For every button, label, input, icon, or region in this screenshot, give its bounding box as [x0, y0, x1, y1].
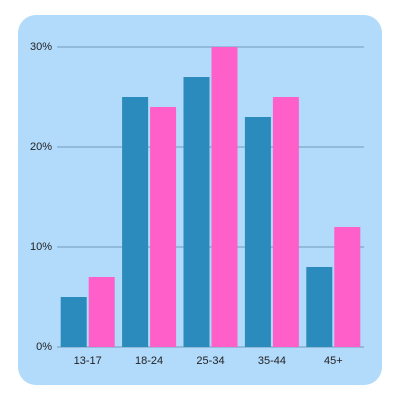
- bar: [60, 297, 87, 347]
- bar: [122, 97, 149, 347]
- bar: [211, 47, 238, 347]
- bar: [244, 117, 271, 347]
- bar: [183, 77, 210, 347]
- bar: [306, 267, 333, 347]
- bar: [272, 97, 299, 347]
- y-tick-label: 30%: [30, 41, 52, 53]
- x-tick-label: 35-44: [258, 355, 286, 367]
- y-tick-label: 10%: [30, 241, 52, 253]
- y-tick-label: 20%: [30, 141, 52, 153]
- x-tick-label: 25-34: [196, 355, 224, 367]
- x-tick-label: 45+: [324, 355, 343, 367]
- y-tick-label: 0%: [36, 341, 52, 353]
- bar: [334, 227, 361, 347]
- bar: [150, 107, 177, 347]
- bar: [88, 277, 115, 347]
- x-tick-label: 13-17: [74, 355, 102, 367]
- x-tick-label: 18-24: [135, 355, 163, 367]
